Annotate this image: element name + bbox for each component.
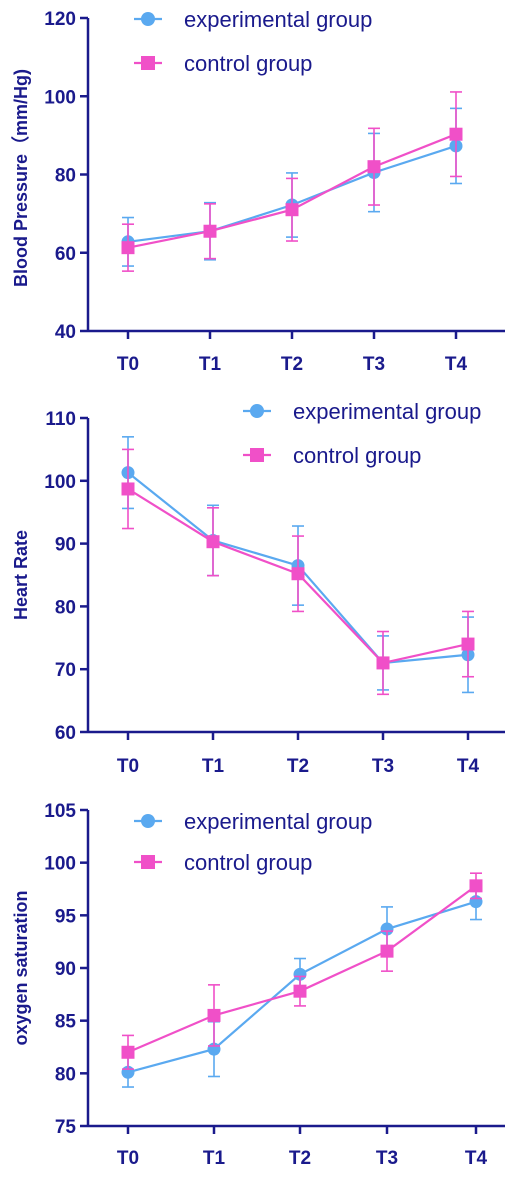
legend-marker: [141, 56, 155, 70]
x-tick-label: T4: [445, 354, 468, 375]
y-tick-label: 90: [55, 959, 76, 980]
data-point: [206, 535, 220, 549]
legend-marker: [141, 814, 155, 828]
legend: experimental group control group: [134, 7, 372, 76]
x-tick-label: T0: [117, 756, 139, 777]
y-tick-label: 75: [55, 1117, 77, 1138]
series-control: [121, 91, 463, 272]
x-tick-label: T4: [457, 756, 480, 777]
x-tick-label: T2: [287, 756, 309, 777]
chart-3: 75 80 85 90 95 100 105 T0 T1 T2 T3 T4 oxygen saturat…: [11, 801, 505, 1169]
data-point: [380, 944, 394, 958]
x-tick-label: T3: [372, 756, 394, 777]
y-tick-label: 90: [55, 535, 76, 556]
x-tick-label: T4: [465, 1148, 488, 1169]
data-point: [380, 922, 394, 936]
data-point: [285, 203, 299, 217]
legend-marker: [250, 404, 264, 418]
x-tick-label: T1: [203, 1148, 226, 1169]
y-axis-label: oxygen saturation: [11, 890, 31, 1045]
y-axis-label: Blood Pressure（mm/Hg): [11, 69, 31, 287]
y-tick-label: 80: [55, 597, 76, 618]
data-point: [203, 224, 217, 238]
y-tick-label: 100: [44, 472, 76, 493]
data-point: [469, 879, 483, 893]
x-tick-label: T2: [289, 1148, 311, 1169]
y-axis-label: Heart Rate: [11, 530, 31, 620]
data-point: [376, 656, 390, 670]
legend: experimental group control group: [243, 399, 481, 468]
y-tick-label: 80: [55, 1064, 76, 1085]
data-point: [121, 1045, 135, 1059]
y-tick-label: 100: [44, 87, 76, 108]
legend-label: experimental group: [184, 809, 372, 834]
x-tick-label: T2: [281, 354, 303, 375]
y-tick-label: 80: [55, 166, 76, 187]
x-tick-label: T3: [376, 1148, 398, 1169]
data-point: [121, 241, 135, 255]
x-tick-label: T0: [117, 354, 139, 375]
legend-marker: [141, 12, 155, 26]
y-tick-label: 105: [44, 801, 76, 822]
data-point: [449, 127, 463, 141]
series-control: [121, 448, 475, 696]
legend-label: experimental group: [293, 399, 481, 424]
data-point: [293, 967, 307, 981]
y-tick-label: 60: [55, 244, 76, 265]
y-tick-label: 110: [45, 409, 76, 430]
data-point: [207, 1008, 221, 1022]
y-tick-label: 100: [44, 854, 76, 875]
legend-marker: [141, 855, 155, 869]
legend-label: experimental group: [184, 7, 372, 32]
legend-label: control group: [184, 850, 312, 875]
legend-label: control group: [293, 443, 421, 468]
y-tick-label: 60: [55, 723, 76, 744]
data-point: [121, 482, 135, 496]
y-tick-label: 85: [55, 1012, 77, 1033]
x-tick-label: T1: [199, 354, 222, 375]
legend: experimental group control group: [134, 809, 372, 875]
x-tick-label: T1: [202, 756, 225, 777]
data-point: [367, 160, 381, 174]
series-control: [121, 872, 483, 1070]
x-tick-label: T3: [363, 354, 385, 375]
y-tick-label: 70: [55, 660, 76, 681]
data-point: [293, 984, 307, 998]
x-tick-label: T0: [117, 1148, 139, 1169]
y-tick-label: 120: [44, 9, 76, 30]
legend-label: control group: [184, 51, 312, 76]
data-point: [461, 637, 475, 651]
data-point: [291, 567, 305, 581]
chart-2: 60 70 80 90 100 110 T0 T1 T2 T3 T4 Heart Rate experi…: [11, 399, 505, 777]
legend-marker: [250, 448, 264, 462]
y-tick-label: 95: [55, 906, 77, 927]
y-tick-label: 40: [55, 322, 76, 343]
chart-1: 40 60 80 100 120 T0 T1 T2 T3 T4 Blood Pressure（mm/…: [11, 7, 505, 375]
